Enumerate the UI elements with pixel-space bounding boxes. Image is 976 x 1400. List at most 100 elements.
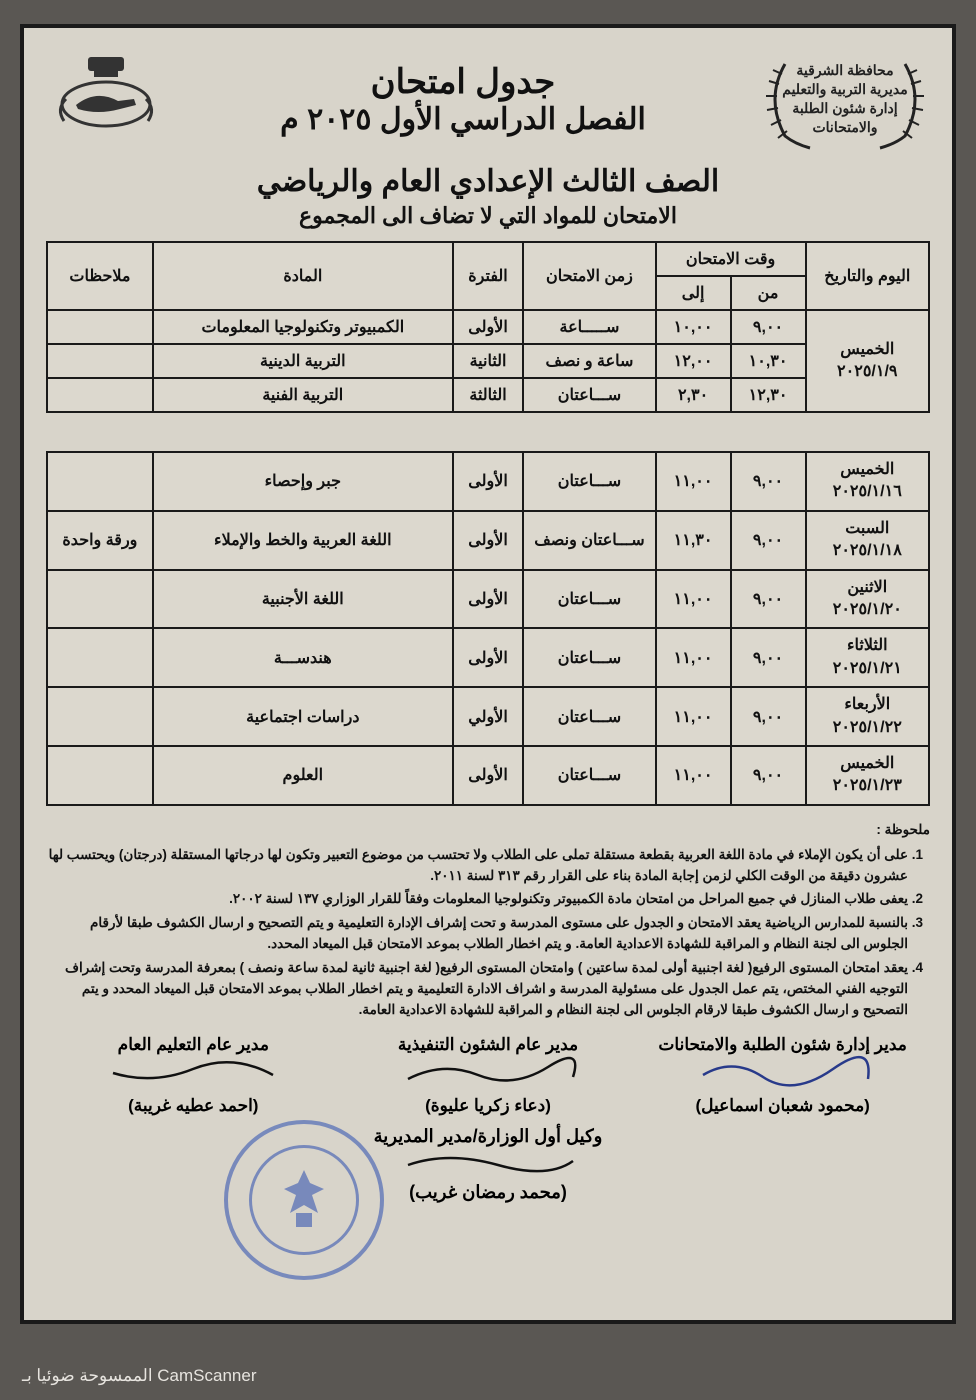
col-notes: ملاحظات (47, 242, 153, 310)
cell-notes (47, 378, 153, 412)
table-row: السبت٢٠٢٥/١/١٨٩,٠٠١١,٣٠ســـاعتان ونصفالأ… (47, 511, 929, 570)
notes-heading: ملحوظة : (876, 822, 930, 837)
note-item: يعفى طلاب المنازل في جميع المراحل من امت… (46, 889, 908, 910)
stamp-inner (249, 1145, 359, 1255)
table-row: الخميس٢٠٢٥/١/٩٩,٠٠١٠,٠٠ســـــاعةالأولىال… (47, 310, 929, 344)
eagle-icon (274, 1165, 334, 1235)
official-stamp (224, 1120, 384, 1280)
table-row: ١٢,٣٠٢,٣٠ســـاعتانالثالثةالتربية الفنية (47, 378, 929, 412)
cell-to: ١١,٠٠ (656, 628, 731, 687)
cell-period: الثانية (453, 344, 524, 378)
cell-duration: ســـاعتان (523, 746, 655, 805)
signature-scribble-3 (103, 1055, 283, 1091)
cell-subject: دراسات اجتماعية (153, 687, 453, 746)
exam-table-1: اليوم والتاريخ وقت الامتحان زمن الامتحان… (46, 241, 930, 413)
header-row: محافظة الشرقية مديرية التربية والتعليم إ… (46, 44, 930, 154)
col-subject: المادة (153, 242, 453, 310)
table-row: الثلاثاء٢٠٢٥/١/٢١٩,٠٠١١,٠٠ســـاعتانالأول… (47, 628, 929, 687)
date-cell: الاثنين٢٠٢٥/١/٢٠ (806, 570, 929, 629)
cell-from: ١٠,٣٠ (731, 344, 806, 378)
cell-from: ٩,٠٠ (731, 310, 806, 344)
governorate-emblem: محافظة الشرقية مديرية التربية والتعليم إ… (760, 44, 930, 154)
date-cell: الثلاثاء٢٠٢٥/١/٢١ (806, 628, 929, 687)
col-period: الفترة (453, 242, 524, 310)
date-cell: السبت٢٠٢٥/١/١٨ (806, 511, 929, 570)
mid-name: (محمد رمضان غريب) (46, 1182, 930, 1203)
cell-from: ٩,٠٠ (731, 511, 806, 570)
cell-subject: جبر وإحصاء (153, 452, 453, 511)
cell-subject: العلوم (153, 746, 453, 805)
sig-col-1: مدير إدارة شئون الطلبة والامتحانات (محمو… (635, 1035, 930, 1116)
note-item: يعقد امتحان المستوى الرفيع( لغة اجنبية أ… (46, 958, 908, 1021)
signature-scribble-2 (398, 1055, 578, 1091)
table-row: الخميس٢٠٢٥/١/١٦٩,٠٠١١,٠٠ســـاعتانالأولىج… (47, 452, 929, 511)
cell-notes (47, 310, 153, 344)
cell-period: الثالثة (453, 378, 524, 412)
cell-to: ١١,٠٠ (656, 687, 731, 746)
title-line-1: جدول امتحان (166, 62, 760, 102)
cell-notes (47, 687, 153, 746)
exam-table-2: الخميس٢٠٢٥/١/١٦٩,٠٠١١,٠٠ســـاعتانالأولىج… (46, 451, 930, 806)
sig3-name: (احمد عطيه غريبة) (46, 1096, 341, 1116)
cell-from: ٩,٠٠ (731, 452, 806, 511)
cell-to: ١١,٠٠ (656, 746, 731, 805)
date-cell: الخميس٢٠٢٥/١/٩ (806, 310, 929, 412)
date-cell: الأربعاء٢٠٢٥/١/٢٢ (806, 687, 929, 746)
camscanner-watermark: الممسوحة ضوئيا بـ CamScanner (22, 1366, 256, 1386)
table-row: الأربعاء٢٠٢٥/١/٢٢٩,٠٠١١,٠٠ســـاعتانالأول… (47, 687, 929, 746)
table-row: الخميس٢٠٢٥/١/٢٣٩,٠٠١١,٠٠ســـاعتانالأولىا… (47, 746, 929, 805)
cell-period: الأولى (453, 570, 524, 629)
cell-to: ١٠,٠٠ (656, 310, 731, 344)
cell-subject: اللغة العربية والخط والإملاء (153, 511, 453, 570)
table-row: ١٠,٣٠١٢,٠٠ساعة و نصفالثانيةالتربية الدين… (47, 344, 929, 378)
sig2-title: مدير عام الشئون التنفيذية (341, 1035, 636, 1055)
sig1-name: (محمود شعبان اسماعيل) (635, 1096, 930, 1116)
cell-duration: ســـاعتان (523, 687, 655, 746)
sig2-name: (دعاء زكريا عليوة) (341, 1096, 636, 1116)
notes-list: على أن يكون الإملاء في مادة اللغة العربي… (46, 845, 930, 1021)
cell-from: ٩,٠٠ (731, 628, 806, 687)
notes-block: ملحوظة : على أن يكون الإملاء في مادة الل… (46, 820, 930, 1021)
cell-to: ١٢,٠٠ (656, 344, 731, 378)
gov-text: محافظة الشرقية مديرية التربية والتعليم إ… (760, 61, 930, 137)
sig-col-3: مدير عام التعليم العام (احمد عطيه غريبة) (46, 1035, 341, 1116)
cell-period: الأولى (453, 511, 524, 570)
cell-notes (47, 628, 153, 687)
signatures-row: مدير إدارة شئون الطلبة والامتحانات (محمو… (46, 1035, 930, 1116)
col-from: من (731, 276, 806, 310)
cell-duration: ســـاعتان (523, 570, 655, 629)
cell-from: ٩,٠٠ (731, 687, 806, 746)
cell-to: ١١,٣٠ (656, 511, 731, 570)
cell-subject: الكمبيوتر وتكنولوجيا المعلومات (153, 310, 453, 344)
col-date: اليوم والتاريخ (806, 242, 929, 310)
cell-period: الأولى (453, 746, 524, 805)
cell-to: ١١,٠٠ (656, 452, 731, 511)
col-to: إلى (656, 276, 731, 310)
left-emblem (46, 49, 166, 149)
title-line-2: الفصل الدراسي الأول ٢٠٢٥ م (166, 102, 760, 137)
table-row: الاثنين٢٠٢٥/١/٢٠٩,٠٠١١,٠٠ســـاعتانالأولى… (47, 570, 929, 629)
table-spacer (46, 413, 930, 451)
document-sheet: محافظة الشرقية مديرية التربية والتعليم إ… (20, 24, 956, 1324)
cell-duration: ســـاعتان (523, 452, 655, 511)
note-item: على أن يكون الإملاء في مادة اللغة العربي… (46, 845, 908, 887)
cell-subject: التربية الدينية (153, 344, 453, 378)
note-item: بالنسبة للمدارس الرياضية يعقد الامتحان و… (46, 913, 908, 955)
emblem-icon (46, 49, 166, 149)
cell-duration: ســـــاعة (523, 310, 655, 344)
cell-period: الأولى (453, 628, 524, 687)
cell-period: الأولي (453, 687, 524, 746)
date-cell: الخميس٢٠٢٥/١/٢٣ (806, 746, 929, 805)
cell-duration: ســـاعتان ونصف (523, 511, 655, 570)
cell-duration: ســـاعتان (523, 378, 655, 412)
cell-subject: اللغة الأجنبية (153, 570, 453, 629)
cell-duration: ســـاعتان (523, 628, 655, 687)
cell-notes (47, 344, 153, 378)
cell-period: الأولى (453, 452, 524, 511)
sig1-title: مدير إدارة شئون الطلبة والامتحانات (635, 1035, 930, 1055)
date-cell: الخميس٢٠٢٥/١/١٦ (806, 452, 929, 511)
cell-period: الأولى (453, 310, 524, 344)
title-block: جدول امتحان الفصل الدراسي الأول ٢٠٢٥ م (166, 62, 760, 137)
sig3-title: مدير عام التعليم العام (46, 1035, 341, 1055)
cell-to: ٢,٣٠ (656, 378, 731, 412)
